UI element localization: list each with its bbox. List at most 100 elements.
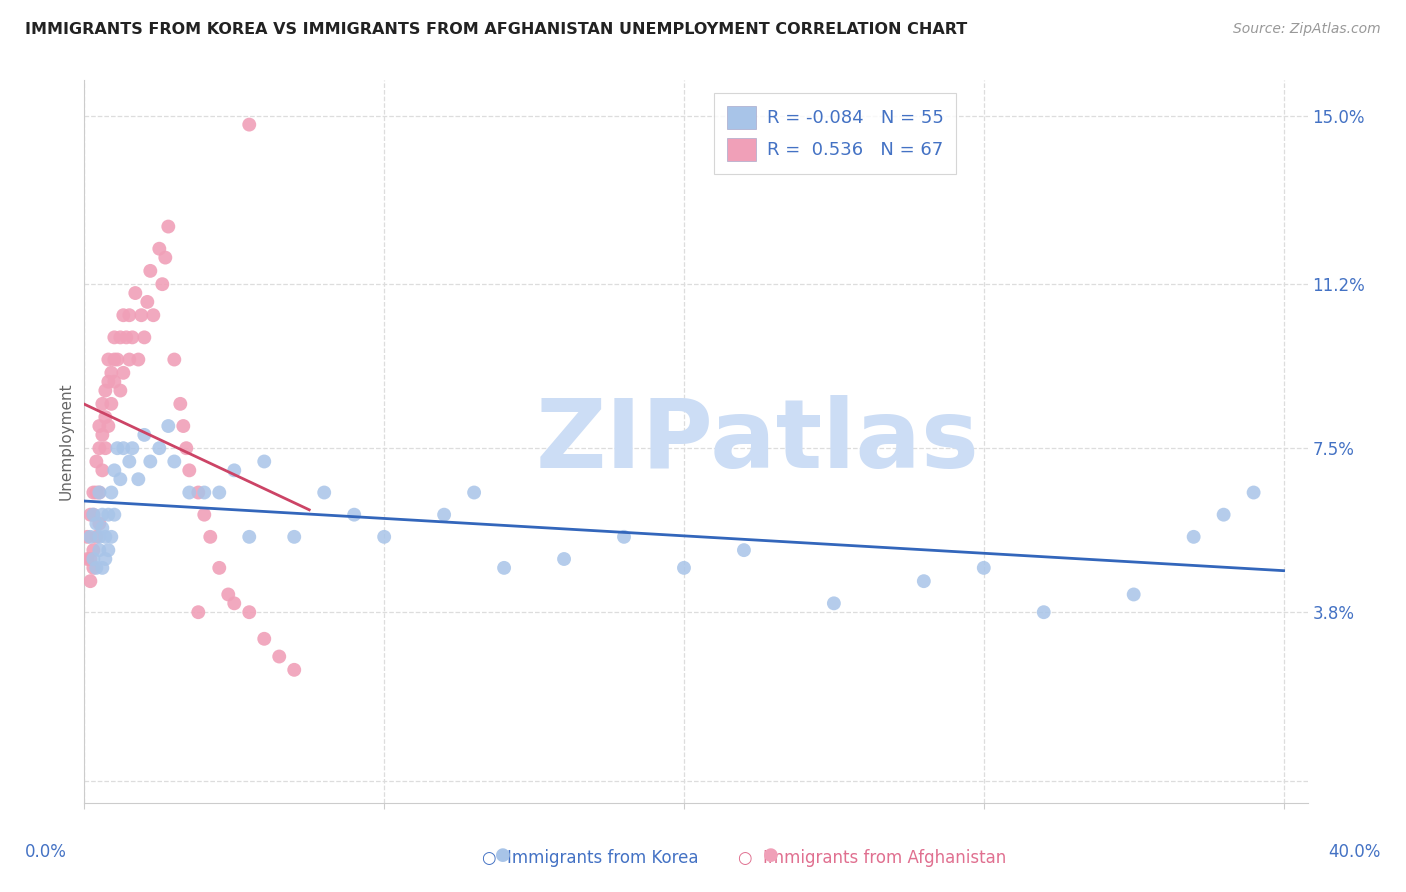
Point (269, 649, 291, 664)
Point (169, 397, 191, 411)
Point (187, 485, 209, 500)
Point (217, 587, 239, 601)
Text: ●: ● (495, 846, 512, 864)
Point (157, 419, 180, 434)
Point (100, 397, 122, 411)
Point (91, 428, 114, 442)
Point (112, 308, 135, 322)
Point (97, 508, 120, 522)
Point (187, 605, 209, 619)
Point (82, 508, 104, 522)
Point (224, 596, 246, 610)
Point (89, 530, 111, 544)
Point (672, 561, 695, 575)
Point (127, 352, 149, 367)
Point (136, 294, 159, 309)
Point (179, 485, 201, 500)
Point (253, 632, 276, 646)
Point (89, 543, 111, 558)
Point (110, 472, 132, 486)
Point (973, 561, 995, 575)
Text: IMMIGRANTS FROM KOREA VS IMMIGRANTS FROM AFGHANISTAN UNEMPLOYMENT CORRELATION CH: IMMIGRANTS FROM KOREA VS IMMIGRANTS FROM… (25, 22, 967, 37)
Point (179, 463, 201, 477)
Point (91, 463, 114, 477)
Point (150, 277, 173, 292)
Point (193, 485, 215, 500)
Point (82, 485, 104, 500)
Point (105, 352, 128, 367)
Point (118, 352, 141, 367)
Point (110, 384, 132, 398)
Point (823, 596, 845, 610)
Point (200, 530, 222, 544)
Point (314, 485, 336, 500)
Point (238, 118, 260, 132)
Point (97, 352, 120, 367)
Point (86, 454, 108, 468)
Point (86, 530, 108, 544)
Point (494, 561, 516, 575)
Point (94, 441, 117, 455)
Point (343, 508, 366, 522)
Point (148, 242, 170, 256)
Point (463, 485, 485, 500)
Point (103, 375, 125, 389)
Point (1032, 605, 1054, 619)
Point (172, 419, 194, 434)
Point (208, 561, 231, 575)
Y-axis label: Unemployment: Unemployment (58, 383, 73, 500)
Point (433, 508, 456, 522)
Point (97, 419, 120, 434)
Point (1212, 508, 1234, 522)
Point (733, 543, 755, 558)
Point (912, 574, 935, 589)
Point (100, 485, 122, 500)
Point (97, 375, 120, 389)
Point (118, 308, 141, 322)
Point (110, 330, 132, 344)
Point (127, 472, 149, 486)
Point (82, 552, 104, 566)
Point (148, 441, 170, 455)
Point (139, 264, 162, 278)
Point (373, 530, 395, 544)
Point (76, 530, 98, 544)
Point (89, 441, 111, 455)
Point (163, 454, 186, 468)
Point (94, 384, 117, 398)
Point (89, 516, 111, 531)
Text: 40.0%: 40.0% (1329, 843, 1381, 861)
Point (103, 463, 125, 477)
Point (155, 251, 177, 265)
Point (86, 516, 108, 531)
Text: 0.0%: 0.0% (25, 843, 67, 861)
Point (134, 330, 156, 344)
Point (105, 441, 128, 455)
Point (91, 508, 114, 522)
Point (82, 561, 104, 575)
Point (79, 552, 101, 566)
Point (100, 366, 122, 380)
Point (1122, 587, 1144, 601)
Point (224, 463, 246, 477)
Point (91, 397, 114, 411)
Point (86, 485, 108, 500)
Text: ●: ● (762, 846, 779, 864)
Point (86, 561, 108, 575)
Point (89, 419, 111, 434)
Point (193, 508, 215, 522)
Point (112, 441, 135, 455)
Point (238, 530, 260, 544)
Point (253, 454, 276, 468)
Text: ○  Immigrants from Afghanistan: ○ Immigrants from Afghanistan (738, 849, 1005, 867)
Point (163, 352, 186, 367)
Point (131, 308, 153, 322)
Point (208, 485, 231, 500)
Text: ZIPatlas: ZIPatlas (536, 395, 979, 488)
Point (103, 508, 125, 522)
Point (283, 663, 305, 677)
Point (613, 530, 636, 544)
Text: ○  Immigrants from Korea: ○ Immigrants from Korea (482, 849, 699, 867)
Point (91, 561, 114, 575)
Point (157, 219, 180, 234)
